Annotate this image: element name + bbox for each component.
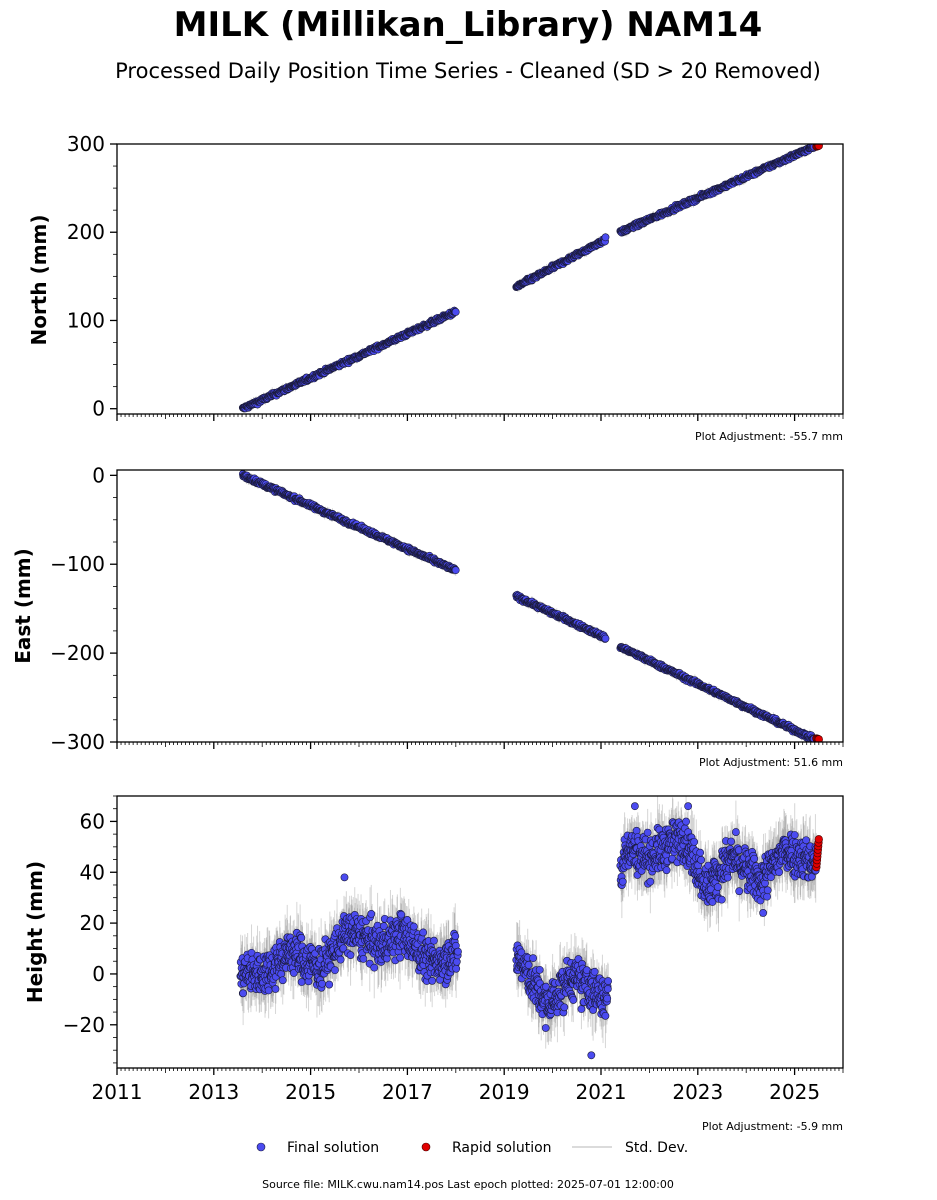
final-solution-point bbox=[601, 634, 610, 643]
height-error-bars bbox=[239, 796, 817, 1049]
rapid-solution-point bbox=[814, 144, 823, 150]
height-axis-label: Height (mm) bbox=[23, 861, 47, 1003]
height-data-layer bbox=[236, 796, 823, 1060]
y-tick-label: 0 bbox=[92, 397, 105, 421]
north-y-axis: 0 100 200 300 bbox=[67, 132, 117, 421]
final-solution-point bbox=[451, 308, 460, 316]
east-plot-adjustment: Plot Adjustment: 51.6 mm bbox=[699, 756, 843, 769]
rapid-solution-point bbox=[814, 735, 823, 742]
y-tick-label: −200 bbox=[50, 641, 105, 665]
east-data-layer bbox=[238, 470, 823, 742]
figure-subtitle: Processed Daily Position Time Series - C… bbox=[115, 59, 821, 83]
north-final-points bbox=[238, 144, 818, 413]
north-plot-adjustment: Plot Adjustment: -55.7 mm bbox=[695, 430, 843, 443]
north-data-layer bbox=[238, 144, 823, 414]
y-tick-label: 300 bbox=[67, 132, 105, 156]
north-axis-label: North (mm) bbox=[27, 214, 51, 345]
east-panel: East (mm) Plot Adjustment: 51.6 mm 0 −100… bbox=[11, 463, 844, 769]
height-plot-adjustment: Plot Adjustment: -5.9 mm bbox=[702, 1120, 843, 1133]
north-rapid-points bbox=[812, 144, 823, 151]
y-tick-label: −100 bbox=[50, 552, 105, 576]
y-tick-label: 200 bbox=[67, 220, 105, 244]
y-tick-label: 100 bbox=[67, 308, 105, 332]
north-x-axis bbox=[116, 414, 844, 421]
east-x-axis bbox=[116, 742, 844, 749]
final-solution-point bbox=[601, 233, 610, 242]
east-axis-label: East (mm) bbox=[11, 548, 35, 664]
y-tick-label: −300 bbox=[50, 730, 105, 754]
final-solution-point bbox=[451, 566, 460, 575]
north-panel: North (mm) Plot Adjustment: -55.7 mm 0 10… bbox=[27, 132, 844, 443]
y-tick-label: 0 bbox=[92, 463, 105, 487]
east-y-axis: 0 −100 −200 −300 bbox=[50, 463, 117, 754]
east-final-points bbox=[238, 470, 818, 742]
height-panel: Height (mm) Plot Adjustment: -5.9 mm 201… bbox=[23, 795, 844, 1133]
east-rapid-points bbox=[812, 734, 823, 742]
figure-title: MILK (Millikan_Library) NAM14 bbox=[174, 5, 763, 45]
